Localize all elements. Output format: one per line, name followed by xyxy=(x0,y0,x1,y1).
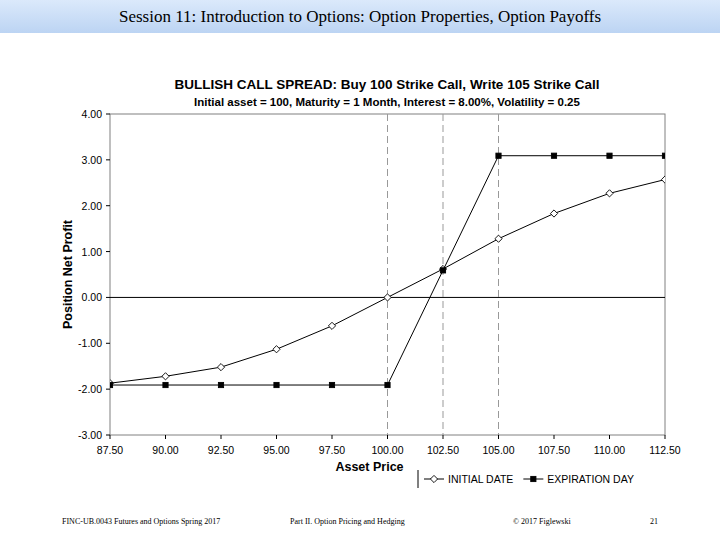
x-tick xyxy=(332,435,333,439)
footer-text: 21 xyxy=(650,517,658,526)
x-tick xyxy=(221,435,222,439)
chart-title: BULLISH CALL SPREAD: Buy 100 Strike Call… xyxy=(175,77,600,92)
x-tick-label: 90.00 xyxy=(152,444,178,456)
y-tick xyxy=(106,297,110,298)
y-tick xyxy=(106,251,110,252)
x-tick-label: 97.50 xyxy=(319,444,345,456)
series-line xyxy=(110,180,665,384)
series-marker xyxy=(661,176,665,183)
x-tick-label: 110.00 xyxy=(594,444,625,456)
y-tick-label: 0.00 xyxy=(82,291,103,303)
x-tick xyxy=(609,435,610,439)
series-marker xyxy=(551,153,556,158)
x-tick xyxy=(387,435,388,439)
strike-line xyxy=(498,114,499,435)
x-tick xyxy=(498,435,499,439)
y-tick xyxy=(106,389,110,390)
series-marker xyxy=(329,382,334,387)
y-tick xyxy=(106,205,110,206)
footer-text: FINC-UB.0043 Futures and Options Spring … xyxy=(62,517,220,526)
y-tick-label: -2.00 xyxy=(78,383,102,395)
legend-edge xyxy=(418,470,419,488)
series-marker xyxy=(328,322,335,329)
footer-text: © 2017 Figlewski xyxy=(513,517,571,526)
x-tick-label: 112.50 xyxy=(649,444,680,456)
legend-marker xyxy=(430,475,437,482)
legend-label: INITIAL DATE xyxy=(448,473,513,485)
chart-subtitle: Initial asset = 100, Maturity = 1 Month,… xyxy=(194,96,580,108)
y-tick-label: -3.00 xyxy=(78,429,102,441)
x-tick-label: 102.50 xyxy=(427,444,459,456)
header-title: Session 11: Introduction to Options: Opt… xyxy=(119,7,601,26)
x-tick-label: 92.50 xyxy=(208,444,234,456)
series-marker xyxy=(273,346,280,353)
series-marker xyxy=(385,382,390,387)
series-marker xyxy=(662,153,665,158)
y-tick xyxy=(106,343,110,344)
x-tick xyxy=(443,435,444,439)
x-axis-label: Asset Price xyxy=(335,460,403,474)
series-marker xyxy=(496,153,501,158)
y-tick xyxy=(106,159,110,160)
x-tick xyxy=(665,435,666,439)
series-marker xyxy=(495,235,502,242)
y-tick xyxy=(106,114,110,115)
x-tick xyxy=(554,435,555,439)
x-tick-label: 100.00 xyxy=(371,444,403,456)
series-marker xyxy=(384,294,391,301)
y-tick xyxy=(106,435,110,436)
legend-label: EXPIRATION DAY xyxy=(547,473,634,485)
plot-area xyxy=(110,114,665,435)
series-marker xyxy=(607,153,612,158)
y-tick-label: 4.00 xyxy=(82,108,103,120)
series-marker xyxy=(218,382,223,387)
series-marker xyxy=(274,382,279,387)
x-tick-label: 95.00 xyxy=(263,444,289,456)
x-tick-label: 107.50 xyxy=(538,444,570,456)
series-marker xyxy=(440,268,445,273)
y-tick-label: 1.00 xyxy=(82,246,103,258)
series-marker xyxy=(217,364,224,371)
series-marker xyxy=(110,382,113,387)
y-tick-label: 2.00 xyxy=(82,200,103,212)
series-marker xyxy=(163,382,168,387)
y-axis-label: Position Net Profit xyxy=(61,219,75,329)
series-marker xyxy=(110,380,114,387)
series-marker xyxy=(162,373,169,380)
series-line xyxy=(110,156,665,385)
legend-marker xyxy=(531,476,536,481)
series-marker xyxy=(606,190,613,197)
header-band xyxy=(0,0,720,33)
series-marker xyxy=(439,265,446,272)
y-tick-label: -1.00 xyxy=(78,337,102,349)
plot-frame xyxy=(110,114,665,435)
x-tick xyxy=(276,435,277,439)
strike-line xyxy=(443,114,444,435)
y-tick-label: 3.00 xyxy=(82,154,103,166)
x-tick xyxy=(110,435,111,439)
x-tick-label: 105.00 xyxy=(482,444,514,456)
series-marker xyxy=(550,210,557,217)
x-tick xyxy=(165,435,166,439)
x-tick-label: 87.50 xyxy=(97,444,123,456)
footer-text: Part II. Option Pricing and Hedging xyxy=(290,517,405,526)
